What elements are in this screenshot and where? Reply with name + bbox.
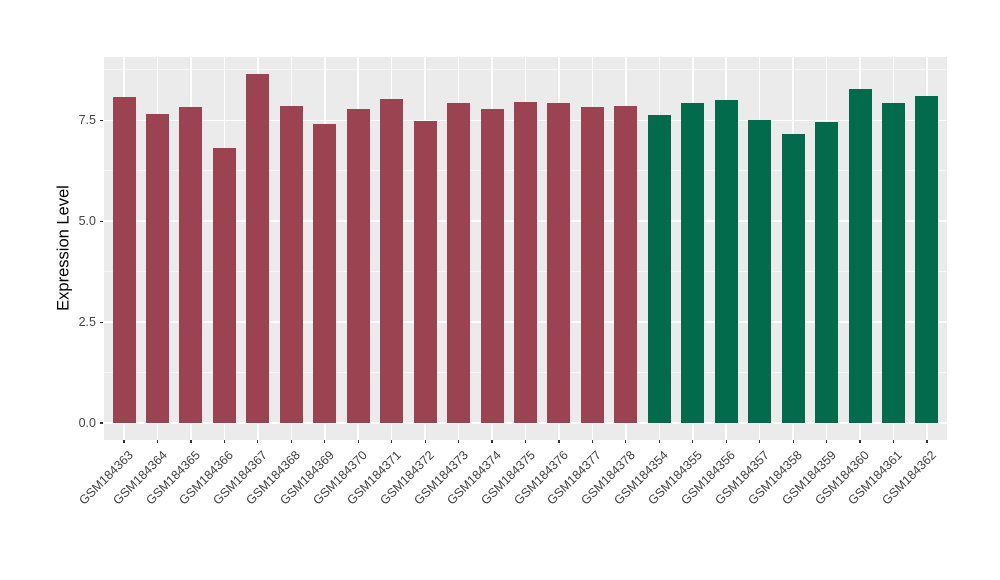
x-tick-mark (524, 440, 527, 444)
x-tick-mark (558, 440, 560, 444)
x-tick-mark (759, 440, 761, 444)
x-tick-mark (926, 440, 928, 444)
bar-GSM184370 (346, 109, 370, 423)
bar-GSM184366 (212, 147, 236, 423)
bar-GSM184355 (681, 102, 705, 423)
x-tick-mark (825, 440, 828, 444)
x-tick-mark (190, 440, 192, 444)
bar-GSM184357 (748, 119, 772, 423)
y-axis-title: Expression Level (54, 185, 73, 311)
y-tick-mark (100, 422, 104, 424)
bar-GSM184367 (246, 73, 270, 423)
y-tick-mark (100, 321, 104, 323)
bar-GSM184377 (580, 106, 604, 423)
plot-panel (104, 57, 947, 440)
bar-GSM184374 (480, 109, 504, 423)
bar-GSM184358 (781, 134, 805, 423)
y-tick-label: 2.5 (78, 315, 96, 330)
bar-GSM184364 (146, 113, 170, 423)
x-tick-mark (290, 440, 292, 444)
y-tick-label: 7.5 (78, 113, 96, 128)
bar-GSM184359 (815, 122, 839, 423)
x-tick-mark (156, 440, 159, 444)
y-tick-mark (100, 220, 104, 222)
x-tick-mark (223, 440, 226, 444)
bar-GSM184361 (881, 102, 905, 423)
bar-GSM184372 (413, 120, 437, 423)
x-tick-mark (357, 440, 359, 444)
bar-GSM184363 (112, 96, 136, 423)
x-tick-mark (257, 440, 259, 444)
y-tick-mark (100, 119, 104, 121)
bar-GSM184373 (447, 102, 471, 423)
bar-GSM184354 (647, 115, 671, 423)
bar-GSM184375 (514, 101, 537, 423)
x-tick-mark (658, 440, 660, 444)
x-tick-mark (591, 440, 593, 444)
x-tick-mark (792, 440, 794, 444)
x-tick-mark (324, 440, 326, 444)
x-tick-mark (625, 440, 627, 444)
x-tick-mark (892, 440, 895, 444)
bar-GSM184356 (714, 100, 738, 423)
bar-GSM184365 (179, 106, 203, 423)
bar-GSM184376 (547, 102, 571, 423)
bar-GSM184371 (380, 99, 404, 423)
x-tick-mark (859, 440, 861, 444)
y-tick-label: 5.0 (78, 214, 96, 229)
bar-GSM184378 (614, 106, 638, 423)
x-tick-mark (123, 440, 125, 444)
bar-GSM184368 (279, 106, 303, 423)
x-tick-mark (725, 440, 727, 444)
bar-GSM184360 (848, 89, 872, 423)
x-tick-mark (391, 440, 393, 444)
bar-GSM184369 (313, 123, 337, 423)
x-tick-mark (491, 440, 493, 444)
y-tick-label: 0.0 (78, 416, 96, 430)
x-tick-mark (457, 440, 460, 444)
x-tick-mark (424, 440, 426, 444)
bar-GSM184362 (915, 96, 939, 423)
x-tick-mark (692, 440, 694, 444)
